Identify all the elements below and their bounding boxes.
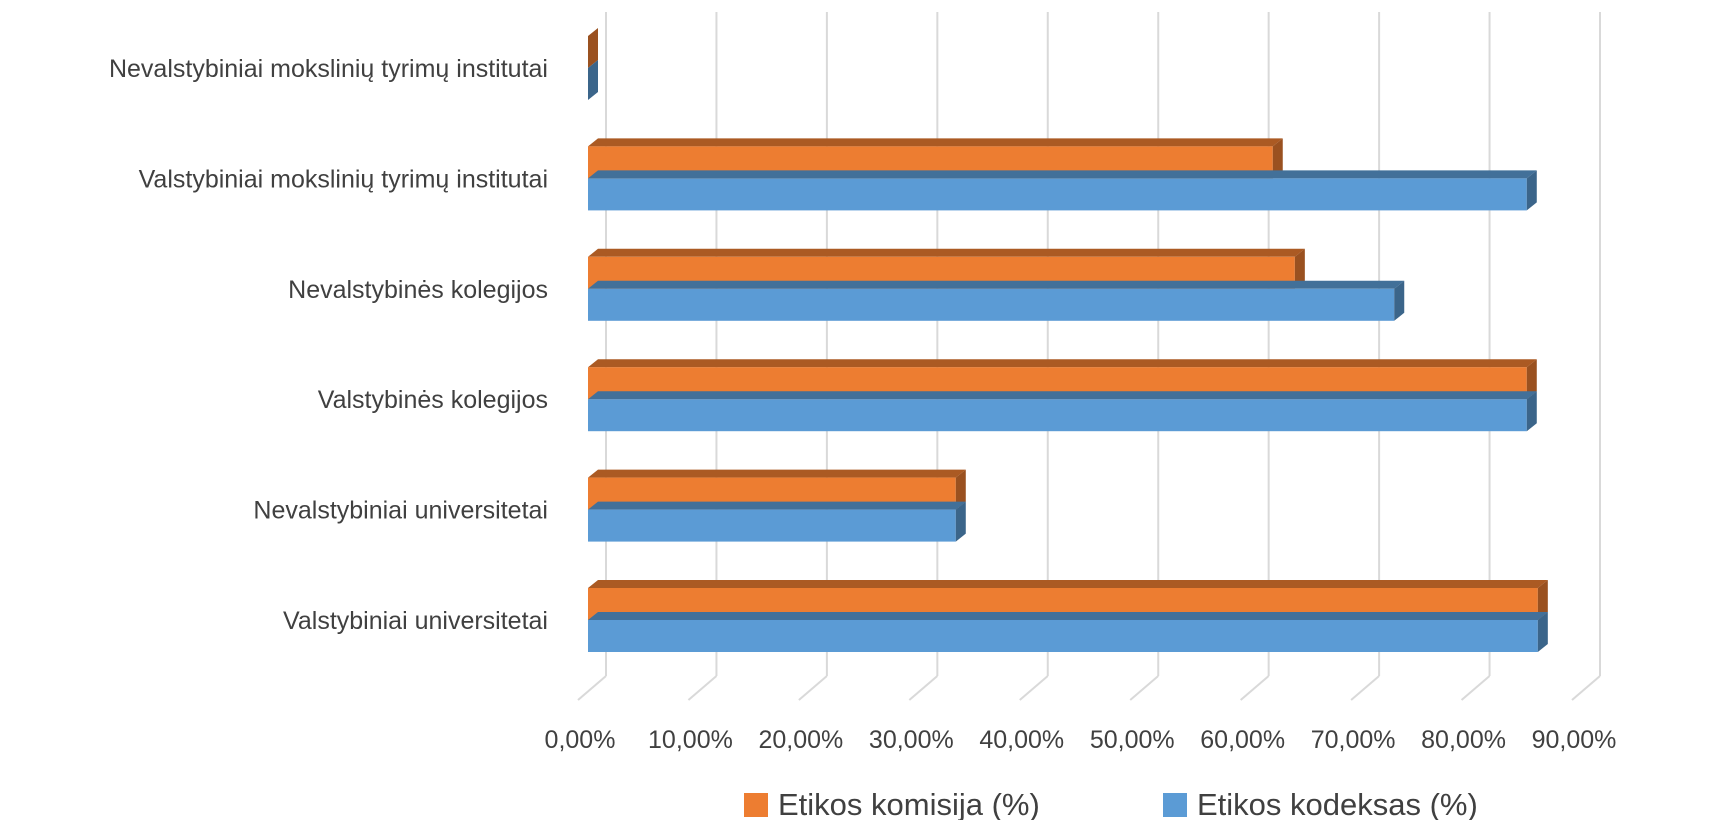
bar-etikos-kodeksas	[588, 391, 1537, 432]
category-labels: Valstybiniai universitetai Nevalstybiniai…	[109, 55, 548, 635]
x-tick-label: 40,00%	[979, 726, 1064, 754]
category-label: Valstybiniai universitetai	[283, 607, 548, 635]
category-label: Valstybinės kolegijos	[318, 386, 548, 414]
legend-swatch-etikos-komisija	[744, 793, 768, 817]
x-tick-label: 60,00%	[1200, 726, 1285, 754]
x-tick-label: 90,00%	[1532, 726, 1617, 754]
floor-gridline	[1350, 675, 1380, 701]
x-tick-label: 80,00%	[1421, 726, 1506, 754]
gridlines	[577, 12, 1601, 701]
floor-gridline	[798, 675, 828, 701]
category-label: Nevalstybinės kolegijos	[288, 276, 548, 304]
floor-gridline	[577, 675, 607, 701]
bar-etikos-kodeksas	[588, 60, 598, 100]
bar-etikos-kodeksas	[588, 501, 966, 542]
x-axis-tick-labels: 0,00% 10,00% 20,00% 30,00% 40,00% 50,00% 60,00…	[545, 726, 1617, 754]
floor-gridline	[1571, 675, 1601, 701]
bar-etikos-kodeksas	[588, 280, 1405, 321]
x-tick-label: 50,00%	[1090, 726, 1175, 754]
category-label: Valstybiniai mokslinių tyrimų institutai	[139, 165, 548, 193]
x-tick-label: 0,00%	[545, 726, 616, 754]
floor-gridline	[1240, 675, 1270, 701]
bar-etikos-komisija	[588, 28, 598, 68]
legend: Etikos komisija (%) Etikos kodeksas (%)	[744, 787, 1478, 820]
floor-gridline	[908, 675, 938, 701]
floor-gridline	[687, 675, 718, 701]
legend-swatch-etikos-kodeksas	[1163, 793, 1187, 817]
x-tick-label: 20,00%	[758, 726, 843, 754]
x-tick-label: 70,00%	[1311, 726, 1396, 754]
x-tick-label: 10,00%	[648, 726, 733, 754]
legend-label-etikos-komisija: Etikos komisija (%)	[778, 787, 1040, 820]
category-label: Nevalstybiniai mokslinių tyrimų institut…	[109, 55, 548, 83]
bars	[588, 28, 1548, 652]
x-tick-label: 30,00%	[869, 726, 954, 754]
legend-label-etikos-kodeksas: Etikos kodeksas (%)	[1197, 787, 1478, 820]
category-label: Nevalstybiniai universitetai	[253, 497, 548, 525]
floor-gridline	[1460, 675, 1491, 701]
floor-gridline	[1129, 675, 1159, 701]
bar-etikos-kodeksas	[588, 612, 1548, 652]
bar-etikos-kodeksas	[588, 170, 1537, 211]
floor-gridline	[1019, 675, 1049, 701]
